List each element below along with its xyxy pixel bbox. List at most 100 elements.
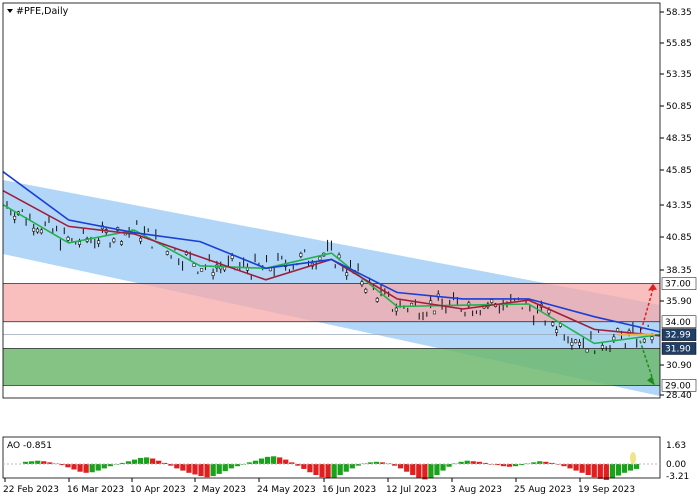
ao-bar	[258, 458, 265, 464]
price-tick-label: 48.35	[666, 134, 692, 144]
price-pane-frame	[2, 2, 661, 399]
ao-bar	[627, 464, 634, 471]
price-tick-label: 55.85	[666, 39, 692, 49]
candle	[642, 338, 646, 343]
ao-bar	[137, 457, 144, 464]
ao-bar	[83, 464, 89, 473]
price-badge	[661, 379, 697, 392]
price-tick-label: 30.90	[666, 361, 692, 371]
ao-bar	[234, 464, 240, 467]
candle	[165, 251, 169, 255]
price-tick-label: 45.85	[666, 166, 692, 176]
ao-bar	[71, 464, 77, 470]
ao-bar	[162, 462, 168, 464]
candle	[574, 339, 578, 344]
symbol-menu-icon[interactable]	[7, 9, 13, 13]
ao-bar	[150, 458, 156, 464]
price-badge-label: 31.90	[665, 344, 691, 354]
candle	[364, 288, 368, 293]
ao-bar	[143, 457, 150, 464]
ao-bar	[29, 461, 35, 464]
candle	[112, 238, 116, 243]
candle	[13, 216, 17, 220]
candle	[551, 322, 555, 326]
ao-bar	[422, 464, 428, 480]
candle	[345, 272, 349, 277]
ao-bar	[89, 464, 95, 473]
ao-bar	[367, 462, 374, 464]
ao-bar	[470, 461, 476, 464]
price-badge	[661, 328, 697, 341]
candle	[612, 336, 616, 341]
price-tick-label: 58.35	[666, 8, 692, 18]
ao-bar	[283, 459, 289, 464]
ao-bar	[23, 461, 29, 464]
ao-bar	[482, 462, 488, 464]
ao-bar	[131, 459, 138, 464]
candle	[360, 281, 364, 286]
ao-bar	[591, 464, 597, 478]
ao-bar	[271, 456, 277, 464]
ao-bar	[446, 464, 452, 467]
ao-bar	[621, 464, 628, 473]
ao-bar	[301, 464, 307, 469]
price-badge-label: 34.00	[665, 318, 691, 328]
ao-pane-frame	[2, 436, 661, 479]
ao-bar	[125, 461, 132, 464]
ao-bar	[355, 464, 361, 466]
time-tick-label: 25 Aug 2023	[514, 485, 572, 495]
price-tick-label: 40.85	[666, 233, 692, 243]
ao-bar	[180, 464, 186, 471]
candle	[32, 227, 36, 232]
price-tick-label: 53.35	[666, 70, 692, 80]
ao-bar	[512, 464, 519, 467]
bearish-arrow	[639, 340, 654, 381]
ao-bar	[95, 464, 101, 471]
ao-bar	[186, 464, 192, 473]
candle	[200, 268, 204, 272]
ao-indicator-label: AO -0.851	[7, 441, 52, 451]
ao-bar	[228, 464, 234, 469]
ao-bar	[609, 464, 616, 479]
candle	[600, 345, 604, 349]
ao-bar	[537, 461, 543, 464]
price-badge	[661, 315, 697, 329]
ao-bar	[277, 457, 283, 464]
ao-bar	[101, 464, 107, 469]
ao-tick-label: 1.63	[666, 441, 686, 451]
ao-bar	[47, 462, 53, 464]
resistance-zone	[3, 283, 660, 322]
ao-tick-label: 0.00	[666, 460, 686, 470]
candle	[139, 237, 143, 242]
ao-bar	[313, 464, 319, 475]
candle	[318, 256, 322, 261]
price-badge	[661, 342, 697, 355]
price-badge-label: 29.00	[665, 381, 691, 391]
ao-bar	[549, 462, 555, 464]
ao-bar	[500, 464, 507, 467]
ao-bar	[543, 461, 549, 464]
ao-bar	[307, 464, 313, 473]
ao-bar	[404, 464, 410, 472]
price-badge-label: 37.00	[665, 280, 691, 290]
price-tick-label: 38.35	[666, 266, 692, 276]
ma-slow-line	[2, 171, 661, 333]
time-tick-label: 12 Jul 2023	[386, 485, 437, 495]
ao-bar	[119, 462, 126, 464]
ao-bar	[398, 464, 404, 469]
ao-bar	[210, 464, 216, 477]
ao-bar	[331, 464, 337, 478]
candle	[490, 299, 494, 303]
ao-bar	[464, 460, 470, 464]
time-tick-label: 10 Apr 2023	[130, 485, 186, 495]
time-tick-label: 19 Sep 2023	[578, 485, 635, 495]
bearish-arrowhead-icon	[647, 376, 655, 386]
ao-bar	[65, 464, 71, 468]
ao-bar	[156, 460, 162, 464]
ao-bar	[379, 462, 386, 464]
time-tick-label: 3 Aug 2023	[450, 485, 502, 495]
bullish-arrow	[639, 288, 654, 335]
ao-bar	[204, 464, 210, 478]
ao-bar	[519, 464, 525, 466]
